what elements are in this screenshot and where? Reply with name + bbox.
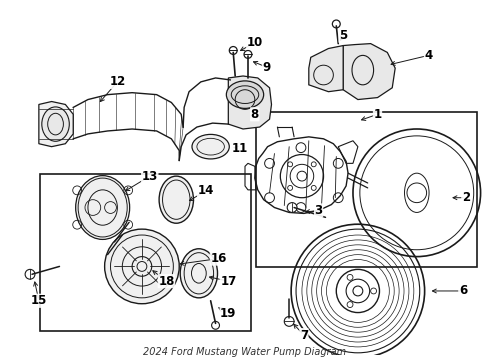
Ellipse shape <box>42 107 69 141</box>
Text: 14: 14 <box>197 184 214 197</box>
Circle shape <box>353 286 363 296</box>
Text: 11: 11 <box>232 142 248 155</box>
Ellipse shape <box>180 249 218 298</box>
Text: 16: 16 <box>210 252 227 265</box>
Circle shape <box>229 46 237 54</box>
Ellipse shape <box>75 176 130 239</box>
Text: 2: 2 <box>462 191 470 204</box>
Ellipse shape <box>192 134 229 159</box>
Circle shape <box>105 229 179 304</box>
Circle shape <box>287 203 297 212</box>
Circle shape <box>332 20 340 28</box>
Text: 19: 19 <box>220 307 237 320</box>
Circle shape <box>284 316 294 326</box>
Text: 2024 Ford Mustang Water Pump Diagram: 2024 Ford Mustang Water Pump Diagram <box>144 347 346 357</box>
Text: 13: 13 <box>142 170 158 183</box>
Text: 6: 6 <box>459 284 467 297</box>
Ellipse shape <box>159 176 194 223</box>
Text: 5: 5 <box>339 29 347 42</box>
Text: 1: 1 <box>373 108 382 121</box>
Text: 8: 8 <box>251 108 259 121</box>
Text: 10: 10 <box>246 36 263 49</box>
Polygon shape <box>309 46 343 92</box>
Circle shape <box>244 50 252 58</box>
Polygon shape <box>39 102 73 147</box>
Polygon shape <box>343 44 395 100</box>
Text: 15: 15 <box>31 294 47 307</box>
Ellipse shape <box>226 81 264 108</box>
Text: 7: 7 <box>300 329 308 342</box>
Text: 9: 9 <box>263 60 270 74</box>
Bar <box>256 112 477 267</box>
Circle shape <box>25 269 35 279</box>
Text: 18: 18 <box>158 275 174 288</box>
Polygon shape <box>228 76 271 129</box>
Text: 3: 3 <box>315 204 323 217</box>
Text: 17: 17 <box>220 275 237 288</box>
Bar <box>40 174 251 331</box>
Text: 4: 4 <box>424 49 433 62</box>
Text: 12: 12 <box>109 75 125 89</box>
